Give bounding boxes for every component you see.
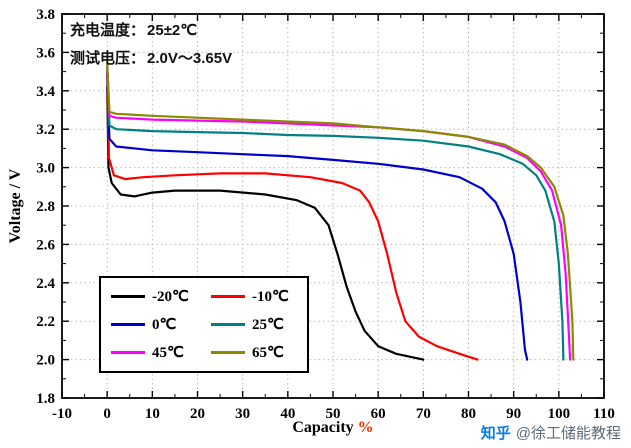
x-tick-label: 90 [506,406,521,422]
y-tick-label: 3.8 [36,7,55,23]
legend-item: 0℃ [111,315,197,334]
y-tick-label: 2.4 [36,276,55,292]
x-tick-label: 50 [326,406,341,422]
x-tick-label: 70 [416,406,431,422]
watermark-handle: @徐工储能教程 [515,425,621,442]
legend: -20℃ -10℃ 0℃ 25℃ 45℃ 65℃ [99,276,309,373]
y-axis-title: Voltage / V [7,168,24,244]
x-tick-label: 60 [371,406,386,422]
legend-item: 45℃ [111,343,197,362]
legend-label: 45℃ [152,345,184,361]
legend-item: -10℃ [211,287,297,306]
zhihu-logo: 知乎 [480,425,511,442]
y-tick-label: 2.2 [36,314,55,330]
y-tick-label: 2.0 [36,353,55,369]
legend-line-swatch [111,351,145,354]
legend-label: -10℃ [252,289,289,305]
test-voltage-value: 2.0V～3.65V [147,50,233,67]
legend-item: 65℃ [211,343,297,362]
charge-temp-annotation: 充电温度： 25±2℃ [70,19,197,40]
y-tick-label: 3.0 [36,161,55,177]
legend-line-swatch [211,323,245,326]
y-tick-label: 3.2 [36,122,55,138]
y-tick-label: 3.4 [36,84,55,100]
charge-temp-value: 25±2℃ [147,22,198,39]
legend-label: 65℃ [252,345,284,361]
legend-line-swatch [211,295,245,298]
x-tick-label: 80 [461,406,476,422]
legend-label: 25℃ [252,317,284,333]
y-tick-label: 1.8 [36,391,55,407]
x-tick-label: 30 [235,406,250,422]
x-axis-title: Capacity% [292,419,373,437]
x-tick-label: 100 [548,406,571,422]
x-tick-label: 20 [190,406,205,422]
x-axis-title-text: Capacity [292,419,354,436]
legend-line-swatch [111,323,145,326]
x-tick-label: 10 [145,406,160,422]
test-voltage-label: 测试电压： [70,50,146,67]
legend-label: -20℃ [152,289,189,305]
test-voltage-annotation: 测试电压： 2.0V～3.65V [70,47,232,68]
x-tick-label: -10 [52,406,72,422]
x-tick-label: 40 [280,406,295,422]
x-axis-title-unit: % [357,419,374,436]
legend-label: 0℃ [152,317,177,333]
x-tick-label: 0 [103,406,111,422]
y-tick-label: 2.6 [36,237,55,253]
y-tick-label: 3.6 [36,45,55,61]
watermark: 知乎 @徐工储能教程 [476,420,625,445]
legend-item: 25℃ [211,315,297,334]
legend-line-swatch [211,351,245,354]
y-tick-label: 2.8 [36,199,55,215]
charge-temp-label: 充电温度： [70,22,146,39]
x-tick-label: 110 [593,406,615,422]
legend-item: -20℃ [111,287,197,306]
legend-line-swatch [111,295,145,298]
